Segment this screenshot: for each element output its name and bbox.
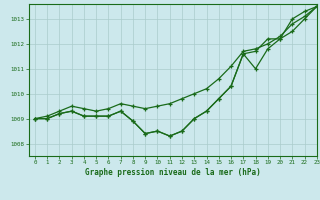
X-axis label: Graphe pression niveau de la mer (hPa): Graphe pression niveau de la mer (hPa) bbox=[85, 168, 261, 177]
